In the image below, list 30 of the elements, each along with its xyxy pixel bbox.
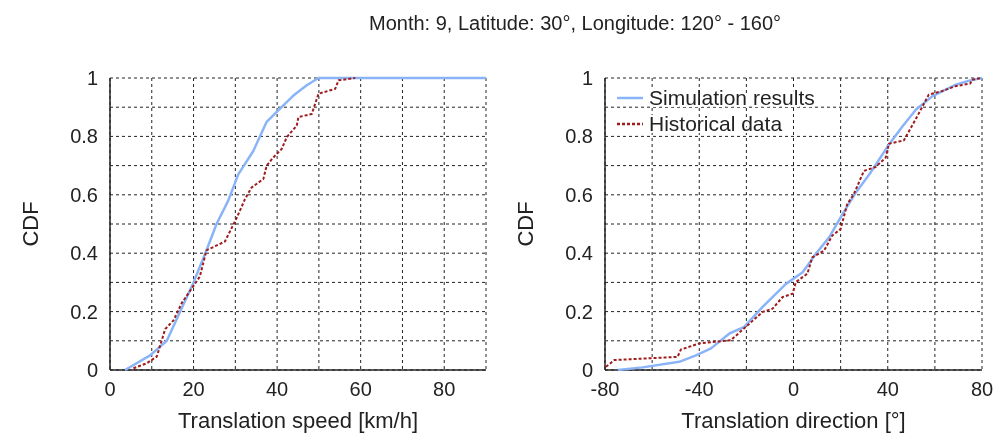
y-tick-label: 0.2 — [70, 300, 98, 323]
x-axis-title: Translation direction [°] — [681, 408, 906, 433]
y-axis-title: CDF — [18, 201, 43, 247]
y-tick-label: 1 — [86, 67, 98, 89]
y-tick-label: 1 — [581, 67, 593, 89]
y-tick-label: 0.8 — [70, 125, 98, 148]
x-tick-label: 40 — [265, 378, 289, 400]
x-axis-title: Translation speed [km/h] — [177, 408, 419, 433]
x-tick-label: 80 — [970, 378, 994, 400]
x-tick-label: -40 — [684, 378, 714, 400]
y-tick-label: 0.2 — [565, 300, 593, 323]
y-tick-label: 0.6 — [70, 183, 98, 206]
y-tick-label: 0 — [581, 359, 593, 381]
x-tick-label: 80 — [433, 378, 456, 400]
x-tick-label: 40 — [876, 378, 899, 400]
legend-label: Historical data — [649, 112, 783, 135]
y-tick-label: 0.8 — [565, 125, 593, 148]
y-axis-title: CDF — [513, 201, 538, 247]
legend-label: Simulation results — [649, 86, 815, 109]
x-tick-label: 0 — [104, 378, 116, 400]
x-tick-label: 0 — [787, 378, 800, 400]
y-tick-label: 0.4 — [70, 242, 98, 265]
y-tick-label: 0 — [86, 359, 98, 381]
x-tick-label: -80 — [590, 378, 620, 400]
y-tick-label: 0.4 — [565, 242, 593, 265]
text: Month: 9, Latitude: 30°, Longitude: 120° - 160° — [368, 12, 782, 34]
x-tick-label: 60 — [349, 378, 372, 400]
x-tick-label: 20 — [182, 378, 205, 400]
y-tick-label: 0.6 — [565, 183, 593, 206]
line-series — [132, 77, 357, 370]
